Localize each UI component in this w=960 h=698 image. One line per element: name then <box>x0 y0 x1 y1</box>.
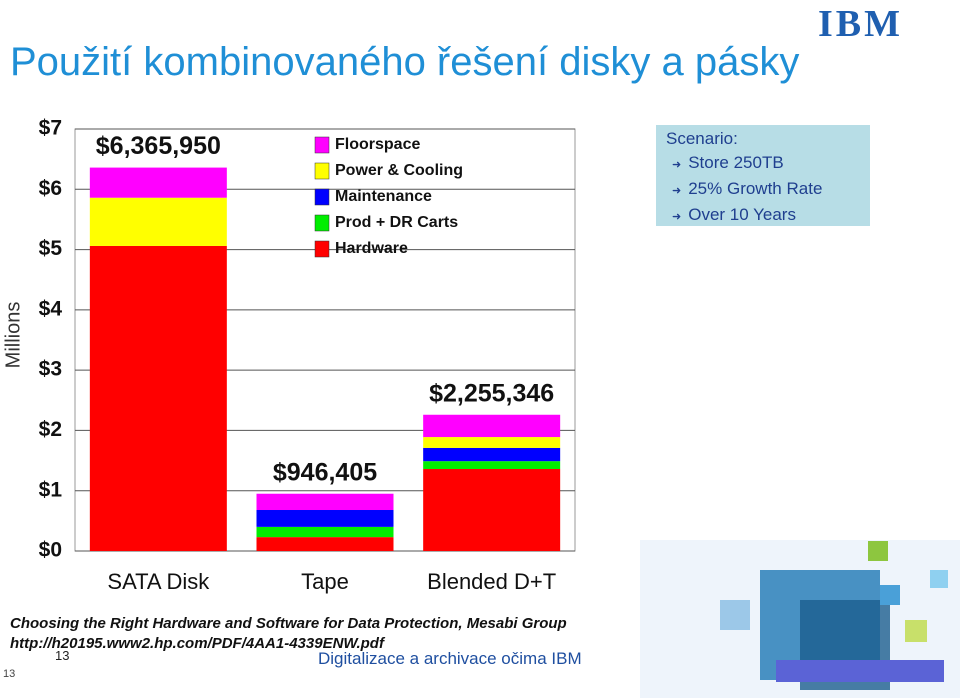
bar-segment <box>256 537 394 551</box>
y-tick-label: $5 <box>39 237 63 260</box>
y-tick-label: $2 <box>39 418 62 441</box>
bar-segment <box>423 447 561 462</box>
source-line: Choosing the Right Hardware and Software… <box>10 615 567 632</box>
decoration <box>640 540 960 698</box>
x-tick-label: Blended D+T <box>427 569 556 594</box>
legend-label: Hardware <box>335 240 408 257</box>
x-tick-label: SATA Disk <box>107 569 210 594</box>
scenario-item: ➜ Over 10 Years <box>672 205 796 224</box>
bar-segment <box>89 197 227 246</box>
page-number: 13 <box>3 668 16 680</box>
page-number: 13 <box>55 648 70 663</box>
y-tick-label: $3 <box>39 358 62 381</box>
bar-segment <box>89 245 227 551</box>
legend-label: Maintenance <box>335 188 432 205</box>
y-tick-label: $1 <box>39 478 63 501</box>
legend-swatch <box>314 136 330 154</box>
source-line: http://h20195.www2.hp.com/PDF/4AA1-4339E… <box>10 635 384 652</box>
bar-segment <box>423 469 561 551</box>
footer: Digitalizace a archivace očima IBM <box>318 649 582 668</box>
logo: IBM <box>818 3 903 45</box>
x-tick-label: Tape <box>301 569 349 594</box>
y-tick-label: $0 <box>39 539 62 562</box>
total-label: $2,255,346 <box>429 380 554 408</box>
scenario-text: 25% Growth Rate <box>688 179 823 198</box>
y-tick-label: $6 <box>39 177 62 200</box>
legend-swatch <box>314 188 330 206</box>
y-axis-label: Millions <box>2 302 24 369</box>
slide-title: Použití kombinovaného řešení disky a pás… <box>10 40 800 84</box>
legend-swatch <box>314 214 330 232</box>
y-tick-label: $7 <box>39 117 62 140</box>
legend-swatch <box>314 162 330 180</box>
bar-segment <box>89 167 227 198</box>
bar-segment <box>256 493 394 511</box>
bar-segment <box>423 437 561 448</box>
scenario-text: Over 10 Years <box>688 205 796 224</box>
scenario-text: Store 250TB <box>688 153 784 172</box>
bar-segment <box>423 461 561 470</box>
y-tick-label: $4 <box>39 297 63 320</box>
total-label: $6,365,950 <box>96 132 221 160</box>
bar-segment <box>256 526 394 538</box>
total-label: $946,405 <box>273 459 377 487</box>
legend-label: Floorspace <box>335 136 420 153</box>
source: Choosing the Right Hardware and Software… <box>10 614 567 654</box>
legend-label: Power & Cooling <box>335 162 463 179</box>
legend-label: Prod + DR Carts <box>335 214 458 231</box>
bar-segment <box>423 414 561 438</box>
scenario-item: ➜ 25% Growth Rate <box>672 179 823 198</box>
scenario-box: Scenario: ➜ Store 250TB ➜ 25% Growth Rate … <box>656 125 870 226</box>
legend-swatch <box>314 240 330 258</box>
scenario-item: ➜ Store 250TB <box>672 153 784 172</box>
scenario-heading: Scenario: <box>666 129 738 148</box>
bar-segment <box>256 510 394 527</box>
